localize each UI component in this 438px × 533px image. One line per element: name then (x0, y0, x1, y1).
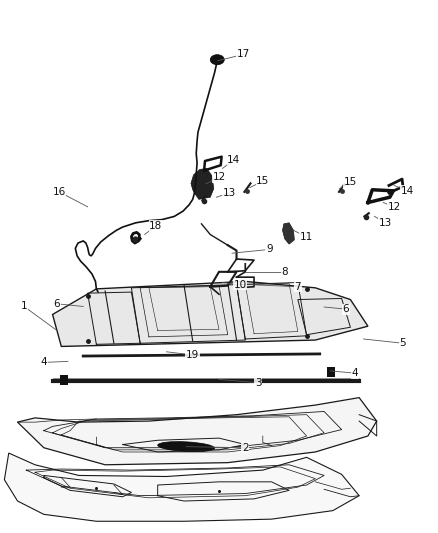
Text: 18: 18 (149, 221, 162, 231)
Bar (327, 367, 335, 377)
Text: 17: 17 (237, 50, 250, 59)
Text: 13: 13 (379, 218, 392, 228)
Polygon shape (53, 281, 368, 346)
Polygon shape (191, 168, 214, 199)
Ellipse shape (158, 442, 215, 451)
Text: 15: 15 (256, 176, 269, 186)
Bar (60, 375, 67, 385)
Text: 3: 3 (255, 378, 262, 387)
Text: 14: 14 (401, 186, 414, 196)
Text: 2: 2 (242, 443, 249, 453)
Text: 4: 4 (40, 358, 47, 367)
Text: 15: 15 (344, 177, 357, 187)
Text: 1: 1 (21, 302, 28, 311)
Text: 12: 12 (212, 172, 226, 182)
Text: 5: 5 (399, 338, 406, 348)
Text: 19: 19 (186, 350, 199, 360)
Text: 8: 8 (281, 267, 288, 277)
Text: 10: 10 (233, 280, 247, 289)
Text: 12: 12 (388, 202, 401, 212)
Polygon shape (18, 398, 377, 465)
Text: 9: 9 (266, 245, 273, 254)
Text: 4: 4 (351, 368, 358, 378)
Text: 14: 14 (227, 155, 240, 165)
Text: 6: 6 (343, 304, 350, 314)
Polygon shape (4, 453, 359, 521)
Text: 16: 16 (53, 187, 66, 197)
Polygon shape (283, 223, 294, 244)
Text: 11: 11 (300, 232, 313, 242)
Ellipse shape (210, 55, 224, 64)
Text: 7: 7 (294, 282, 301, 292)
Text: 13: 13 (223, 188, 236, 198)
Text: 6: 6 (53, 299, 60, 309)
